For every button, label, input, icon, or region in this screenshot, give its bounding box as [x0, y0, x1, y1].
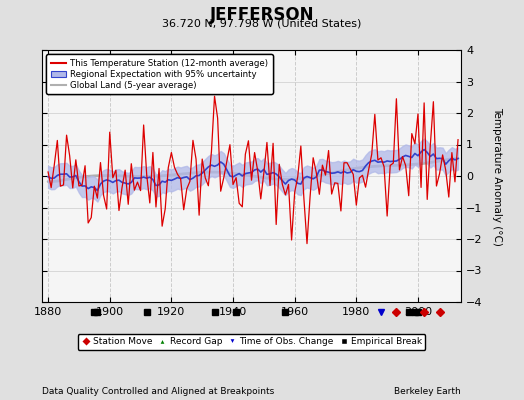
Text: Berkeley Earth: Berkeley Earth	[395, 387, 461, 396]
Text: JEFFERSON: JEFFERSON	[210, 6, 314, 24]
Legend: This Temperature Station (12-month average), Regional Expectation with 95% uncer: This Temperature Station (12-month avera…	[46, 54, 272, 94]
Y-axis label: Temperature Anomaly (°C): Temperature Anomaly (°C)	[492, 106, 502, 246]
Text: Data Quality Controlled and Aligned at Breakpoints: Data Quality Controlled and Aligned at B…	[42, 387, 274, 396]
Text: 36.720 N, 97.798 W (United States): 36.720 N, 97.798 W (United States)	[162, 18, 362, 28]
Legend: Station Move, Record Gap, Time of Obs. Change, Empirical Break: Station Move, Record Gap, Time of Obs. C…	[78, 334, 425, 350]
